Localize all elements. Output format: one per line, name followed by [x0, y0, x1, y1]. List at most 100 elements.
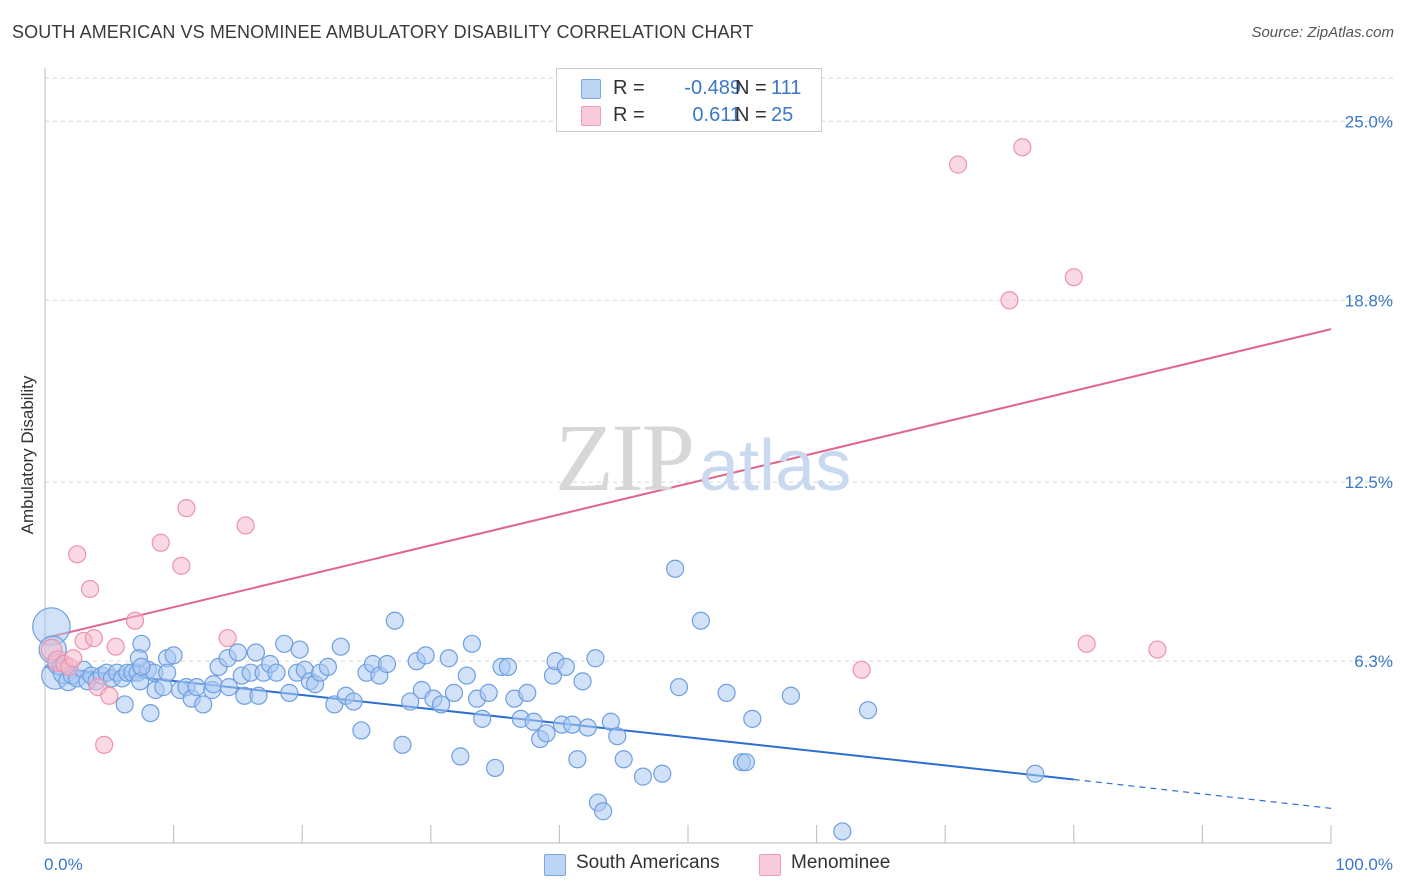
point-south-americans [473, 709, 492, 728]
point-south-americans [385, 611, 404, 630]
point-south-americans [352, 721, 371, 740]
legend-swatch-pink [759, 854, 781, 876]
point-south-americans [228, 643, 247, 662]
point-south-americans [451, 747, 470, 766]
point-south-americans [132, 657, 151, 677]
point-menominee [151, 533, 170, 552]
point-menominee [948, 155, 968, 174]
point-south-americans [691, 611, 710, 630]
point-south-americans [858, 701, 878, 720]
point-south-americans [457, 666, 476, 685]
point-menominee [852, 660, 871, 679]
point-south-americans [717, 683, 736, 702]
point-south-americans [537, 724, 556, 743]
data-points [32, 138, 1167, 841]
point-menominee [172, 556, 191, 575]
point-south-americans [219, 678, 238, 697]
legend-label: South Americans [576, 852, 720, 873]
point-south-americans [280, 683, 299, 702]
point-south-americans [158, 663, 177, 682]
point-south-americans [290, 640, 309, 659]
legend-n-label: N = [735, 104, 767, 126]
point-south-americans [187, 678, 206, 697]
point-south-americans [479, 683, 498, 702]
point-south-americans [275, 634, 294, 653]
point-menominee [1148, 640, 1167, 659]
point-south-americans [486, 758, 505, 778]
point-menominee [125, 611, 145, 630]
point-south-americans [141, 703, 160, 723]
point-south-americans [736, 753, 755, 772]
point-south-americans [556, 657, 575, 677]
point-south-americans [586, 649, 605, 668]
point-south-americans [573, 672, 592, 691]
point-menominee [106, 637, 125, 656]
point-south-americans [344, 692, 363, 711]
point-south-americans [462, 634, 482, 653]
legend-r-label: R = [613, 104, 645, 126]
y-tick-label: 12.5% [1345, 473, 1393, 492]
legend-swatch-pink [581, 106, 601, 126]
point-south-americans [164, 646, 183, 665]
point-south-americans [608, 727, 627, 746]
trend-line-menominee [44, 328, 1332, 640]
source-label: Source: ZipAtlas.com [1251, 24, 1394, 41]
y-axis-label: Ambulatory Disability [18, 375, 37, 535]
y-tick-label: 6.3% [1354, 652, 1393, 671]
point-south-americans [439, 649, 458, 668]
point-south-americans [331, 637, 350, 656]
point-menominee [64, 649, 83, 668]
point-south-americans [249, 686, 268, 705]
point-menominee [236, 516, 255, 535]
point-south-americans [1026, 764, 1045, 783]
point-south-americans [377, 654, 397, 674]
point-south-americans [524, 712, 543, 731]
point-south-americans [633, 767, 653, 786]
legend-r-label: R = [613, 77, 645, 99]
point-menominee [1013, 138, 1032, 157]
x-tick-label: 0.0% [44, 855, 83, 874]
point-south-americans [568, 750, 587, 769]
y-tick-label: 25.0% [1345, 112, 1393, 131]
point-south-americans [194, 695, 213, 714]
point-menominee [68, 545, 87, 564]
tick-labels: 6.3% 12.5% 18.8% 25.0% 0.0% 100.0% [44, 112, 1393, 874]
point-menominee [1064, 268, 1083, 287]
point-south-americans [614, 750, 633, 769]
point-south-americans [115, 695, 134, 714]
legend-r-value: -0.489 [684, 77, 741, 99]
point-south-americans [444, 683, 464, 702]
point-menominee [80, 579, 100, 599]
stats-legend: R = -0.489 N = 111 R = 0.611 N = 25 [556, 68, 822, 132]
point-south-americans [393, 735, 412, 754]
point-south-americans [204, 675, 223, 694]
trend-line-south-americans-extension [1073, 778, 1332, 809]
legend-n-label: N = [735, 77, 767, 99]
point-menominee [100, 686, 119, 705]
point-south-americans [833, 822, 852, 841]
axes [44, 68, 1332, 844]
point-south-americans [318, 657, 338, 677]
point-south-americans [401, 692, 420, 711]
point-menominee [84, 628, 103, 648]
point-south-americans [666, 559, 685, 578]
point-menominee [177, 499, 196, 518]
y-tick-label: 18.8% [1345, 291, 1393, 310]
point-menominee [1077, 634, 1096, 653]
point-south-americans [498, 657, 518, 677]
gridlines [45, 77, 1393, 662]
legend-swatch-blue [581, 79, 601, 99]
point-menominee [1000, 291, 1019, 310]
watermark-atlas: atlas [699, 426, 852, 506]
point-south-americans [653, 764, 672, 783]
point-south-americans [578, 718, 597, 737]
point-menominee [218, 628, 237, 648]
legend-r-value: 0.611 [692, 104, 741, 126]
point-south-americans [781, 686, 800, 705]
point-south-americans [594, 802, 613, 821]
legend-n-value: 111 [771, 77, 802, 99]
watermark-zip: ZIP [555, 404, 695, 511]
point-south-americans [518, 683, 537, 702]
watermark: ZIPatlas [555, 402, 851, 513]
